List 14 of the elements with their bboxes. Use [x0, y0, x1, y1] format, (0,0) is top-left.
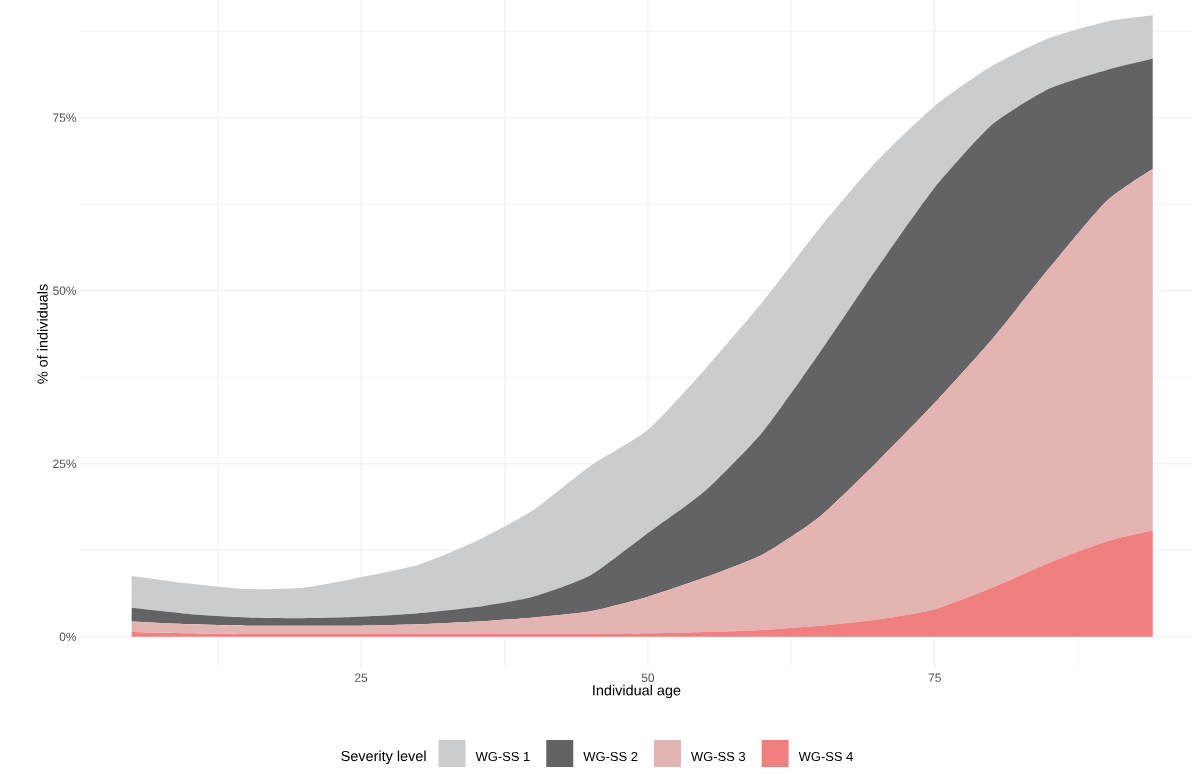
x-tick-label: 25: [355, 673, 368, 682]
legend-label: WG-SS 3: [691, 751, 746, 762]
y-tick-label: 25%: [53, 459, 77, 468]
y-tick-label: 0%: [59, 632, 77, 642]
legend-label: WG-SS 2: [583, 751, 638, 762]
y-axis-title: % of individuals: [37, 284, 48, 384]
x-tick-label: 50: [641, 673, 655, 682]
x-tick-label: 75: [928, 673, 941, 682]
x-axis-title: Individual age: [593, 684, 681, 699]
legend-title: Severity level: [341, 750, 426, 764]
legend-label: WG-SS 4: [798, 751, 853, 762]
y-tick-label: 75%: [53, 113, 77, 122]
legend-label: WG-SS 1: [475, 751, 530, 762]
y-tick-label: 50%: [53, 286, 77, 295]
